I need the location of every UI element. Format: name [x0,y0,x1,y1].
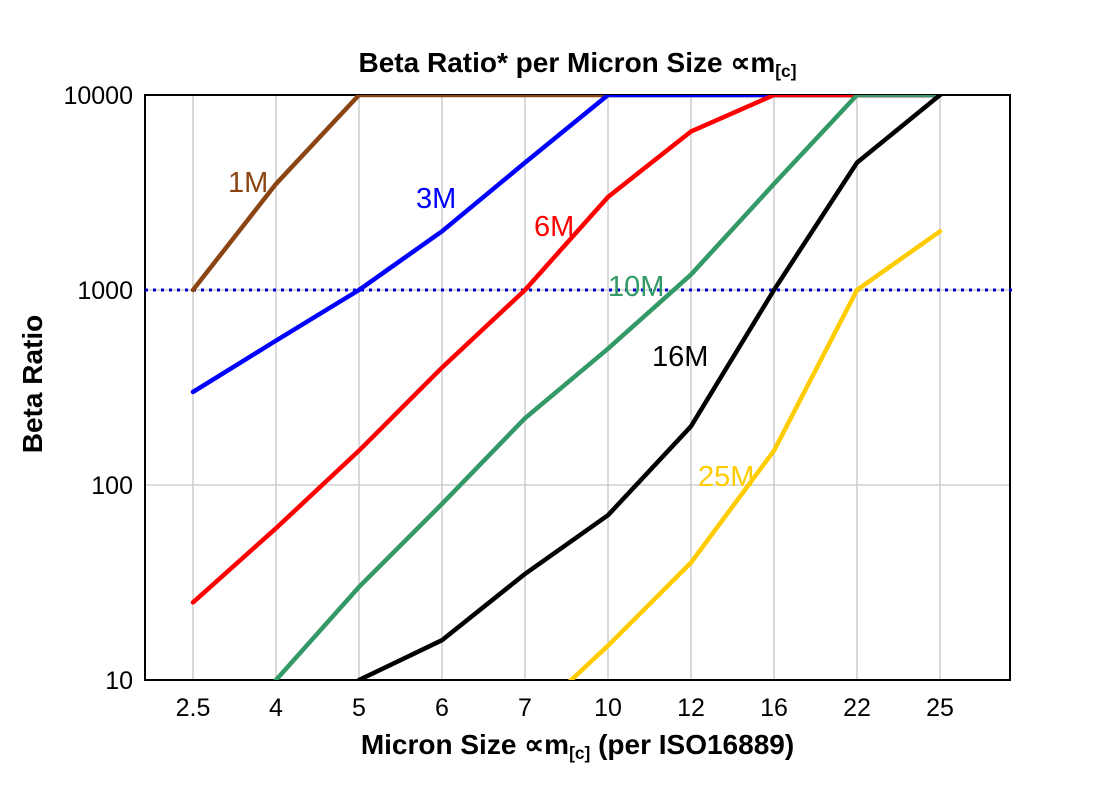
series-line-3M [190,95,943,395]
x-tick-label-2.5: 2.5 [176,694,211,722]
chart-title-subscript: [c] [775,60,797,81]
series-line-10M [273,95,943,680]
chart-title-text: Beta Ratio* per Micron Size ∝m [358,47,776,78]
series-line-25M [567,229,943,680]
chart-title: Beta Ratio* per Micron Size ∝m[c] [145,46,1010,82]
series-label-10M: 10M [608,271,664,303]
series-line-1M [190,95,943,293]
y-axis-title: Beta Ratio [17,314,48,454]
x-axis-title: Micron Size ∝m[c] (per ISO16889) [145,728,1010,764]
x-tick-label-10: 10 [594,694,622,722]
x-tick-label-16: 16 [760,694,788,722]
x-axis-title-suffix: (per ISO16889) [590,729,795,760]
x-tick-label-5: 5 [352,694,366,722]
series-label-25M: 25M [698,461,754,493]
x-tick-label-7: 7 [518,694,532,722]
series-label-16M: 16M [652,341,708,373]
y-tick-label-100: 100 [91,472,133,500]
x-tick-label-25: 25 [926,694,954,722]
x-tick-label-12: 12 [677,694,705,722]
x-tick-label-6: 6 [435,694,449,722]
x-axis-title-text: Micron Size ∝m [360,729,570,760]
y-tick-label-10000: 10000 [63,82,133,110]
y-tick-label-10: 10 [105,667,133,695]
series-label-6M: 6M [534,211,574,243]
x-tick-label-22: 22 [843,694,871,722]
series-line-6M [190,95,943,605]
y-tick-label-1000: 1000 [77,277,133,305]
x-axis-title-subscript: [c] [569,742,591,763]
x-tick-label-4: 4 [269,694,283,722]
series-line-16M [356,95,943,680]
series-label-1M: 1M [228,167,268,199]
series-label-3M: 3M [416,183,456,215]
